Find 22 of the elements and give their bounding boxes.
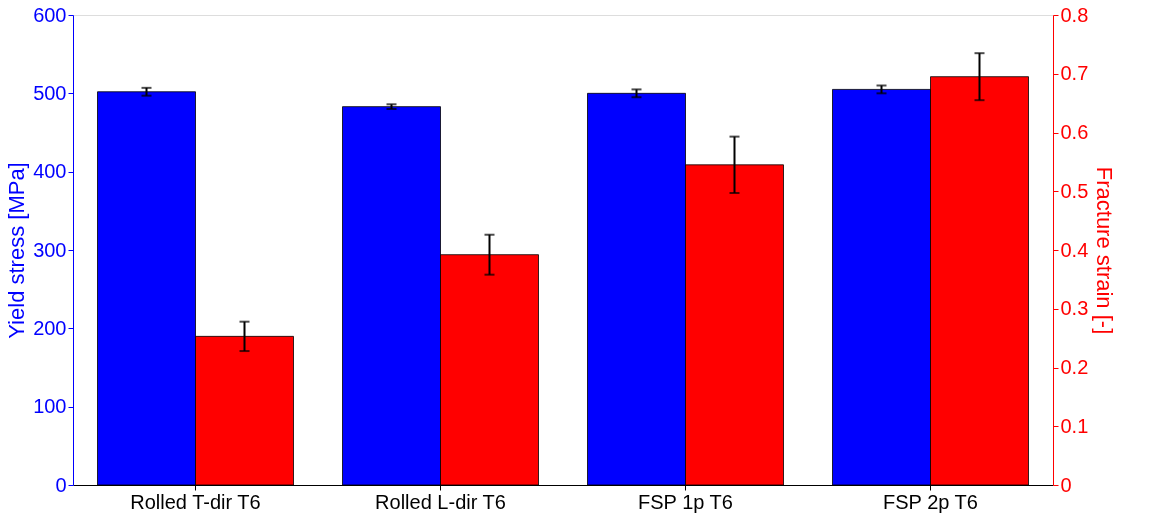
- y2-tick-label: 0.4: [1060, 238, 1089, 261]
- y-tick-label: 400: [33, 160, 67, 183]
- y2-tick-label: 0.2: [1060, 356, 1089, 378]
- x-tick-label: Rolled L-dir T6: [375, 490, 506, 513]
- y2-tick-label: 0.3: [1060, 297, 1089, 320]
- x-tick-label: FSP 1p T6: [638, 490, 733, 513]
- y-tick-label: 200: [33, 316, 67, 339]
- y2-tick-label: 0.1: [1060, 414, 1089, 437]
- y-tick-label: 0: [55, 473, 67, 496]
- x-tick-label: FSP 2p T6: [883, 490, 978, 513]
- y2-axis-title: Fracture strain [-]: [1092, 166, 1118, 335]
- y2-tick-label: 0.7: [1060, 62, 1089, 85]
- y-tick-label: 300: [33, 238, 67, 261]
- y2-tick-label: 0.8: [1060, 3, 1089, 26]
- y2-tick-label: 0.6: [1060, 121, 1089, 143]
- y-tick-label: 600: [33, 3, 67, 26]
- y2-tick-label: 0: [1060, 473, 1072, 496]
- y-tick-label: 100: [33, 395, 67, 418]
- y2-tick-label: 0.5: [1060, 179, 1089, 202]
- x-tick-label: Rolled T-dir T6: [130, 490, 261, 513]
- y-axis-title: Yield stress [MPa]: [4, 162, 30, 339]
- y-tick-label: 500: [33, 81, 67, 104]
